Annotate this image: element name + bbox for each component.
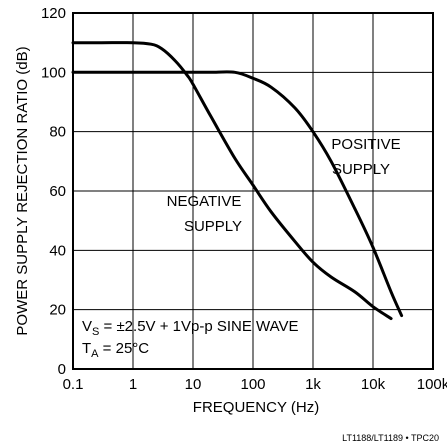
y-tick-label: 80 <box>49 124 66 141</box>
plot-frame <box>72 12 434 370</box>
negative-supply-curve <box>71 41 393 321</box>
ta-value: = 25°C <box>99 340 150 357</box>
y-tick-label: 60 <box>49 183 66 200</box>
negative-supply-label-line2: SUPPLY <box>184 218 242 235</box>
series-curves <box>71 41 404 321</box>
ta-subscript: A <box>91 348 99 360</box>
y-tick-labels: 0 20 40 60 80 100 120 <box>41 5 66 378</box>
ta-symbol: T <box>82 340 91 357</box>
positive-supply-label-line1: POSITIVE <box>331 136 400 153</box>
y-tick-label: 0 <box>58 361 66 378</box>
y-tick-label: 20 <box>49 302 66 319</box>
vs-value: = ±2.5V + 1Vp-p SINE WAVE <box>99 318 298 335</box>
positive-supply-label-line2: SUPPLY <box>332 161 390 178</box>
negative-supply-label-line1: NEGATIVE <box>167 193 242 210</box>
x-tick-label: 10 <box>185 376 202 393</box>
y-tick-label: 100 <box>41 64 66 81</box>
supply-voltage-annotation: VS = ±2.5V + 1Vp-p SINE WAVE <box>82 318 299 338</box>
x-tick-label: 100 <box>240 376 265 393</box>
y-tick-label: 40 <box>49 242 66 259</box>
y-tick-label: 120 <box>41 5 66 22</box>
temperature-annotation: TA = 25°C <box>82 340 149 360</box>
y-axis-label: POWER SUPPLY REJECTION RATIO (dB) <box>14 46 31 335</box>
positive-supply-curve <box>71 70 404 318</box>
x-axis-label: FREQUENCY (Hz) <box>193 399 319 416</box>
x-tick-label: 0.1 <box>63 376 84 393</box>
x-tick-label: 1 <box>129 376 137 393</box>
x-tick-label: 100k <box>417 376 447 393</box>
vs-subscript: S <box>92 326 99 338</box>
grid-lines <box>72 12 434 370</box>
x-tick-label: 1k <box>305 376 321 393</box>
vs-symbol: V <box>82 318 92 335</box>
x-tick-labels: 0.1 1 10 100 1k 10k 100k <box>63 376 447 393</box>
x-tick-label: 10k <box>361 376 386 393</box>
figure-footer: LT1188/LT1189 • TPC20 <box>342 433 439 443</box>
